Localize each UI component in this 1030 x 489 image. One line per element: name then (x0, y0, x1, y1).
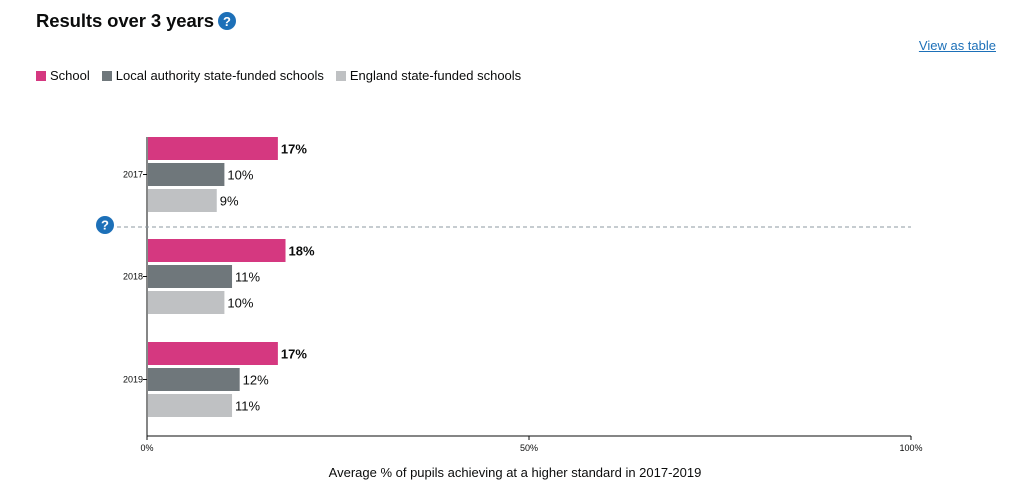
y-tick-label-2017: 2017 (123, 170, 143, 180)
y-tick-label-2018: 2018 (123, 272, 143, 282)
legend-swatch-local-authority (101, 70, 112, 81)
data-label-2019-series-1: 12% (243, 373, 269, 388)
data-label-2018-series-2: 10% (227, 296, 253, 311)
question-circle-icon[interactable]: ? (217, 12, 236, 30)
legend-swatch-school (36, 70, 46, 81)
bar-2019-series-0 (148, 342, 278, 365)
page-title: Results over 3 years (36, 10, 214, 31)
bar-2019-series-2 (148, 394, 233, 417)
data-label-2017-series-2: 9% (220, 194, 239, 209)
question-circle-icon[interactable]: ? (96, 216, 114, 234)
x-tick-label: 100% (899, 443, 922, 453)
data-label-2018-series-0: 18% (289, 244, 315, 259)
legend-swatch-england (335, 70, 346, 81)
bar-2017-series-1 (148, 163, 225, 186)
x-tick-label: 50% (520, 443, 538, 453)
svg-text:?: ? (101, 218, 109, 233)
x-tick-label: 0% (140, 443, 153, 453)
legend-label-local-authority: Local authority state-funded schools (115, 68, 324, 83)
data-label-2018-series-1: 11% (235, 270, 260, 285)
y-tick-label-2019: 2019 (123, 375, 143, 385)
bar-2018-series-1 (148, 265, 233, 288)
bar-2019-series-1 (148, 368, 240, 391)
legend-item-england: England state-funded schools (335, 68, 522, 83)
bar-2017-series-2 (148, 189, 217, 212)
bar-2018-series-0 (148, 239, 286, 262)
legend-item-school: School (36, 68, 90, 83)
chart-legend: School Local authority state-funded scho… (36, 68, 533, 83)
data-label-2019-series-2: 11% (235, 399, 260, 414)
data-label-2019-series-0: 17% (281, 347, 307, 362)
chart-heading: Results over 3 years ? (36, 10, 236, 32)
legend-label-school: School (50, 68, 90, 83)
bar-2018-series-2 (148, 291, 225, 314)
bar-chart: 0% 50% 100% 2017 17% 10% 9% 2018 18% 11% 10% 2019 17… (117, 137, 923, 453)
legend-item-local-authority: Local authority state-funded schools (101, 68, 324, 83)
data-label-2017-series-1: 10% (227, 168, 253, 183)
data-label-2017-series-0: 17% (281, 142, 307, 157)
legend-label-england: England state-funded schools (349, 68, 522, 83)
x-axis-title: Average % of pupils achieving at a highe… (328, 465, 702, 480)
view-as-table-link[interactable]: View as table (918, 38, 996, 53)
bar-2017-series-0 (148, 137, 278, 160)
